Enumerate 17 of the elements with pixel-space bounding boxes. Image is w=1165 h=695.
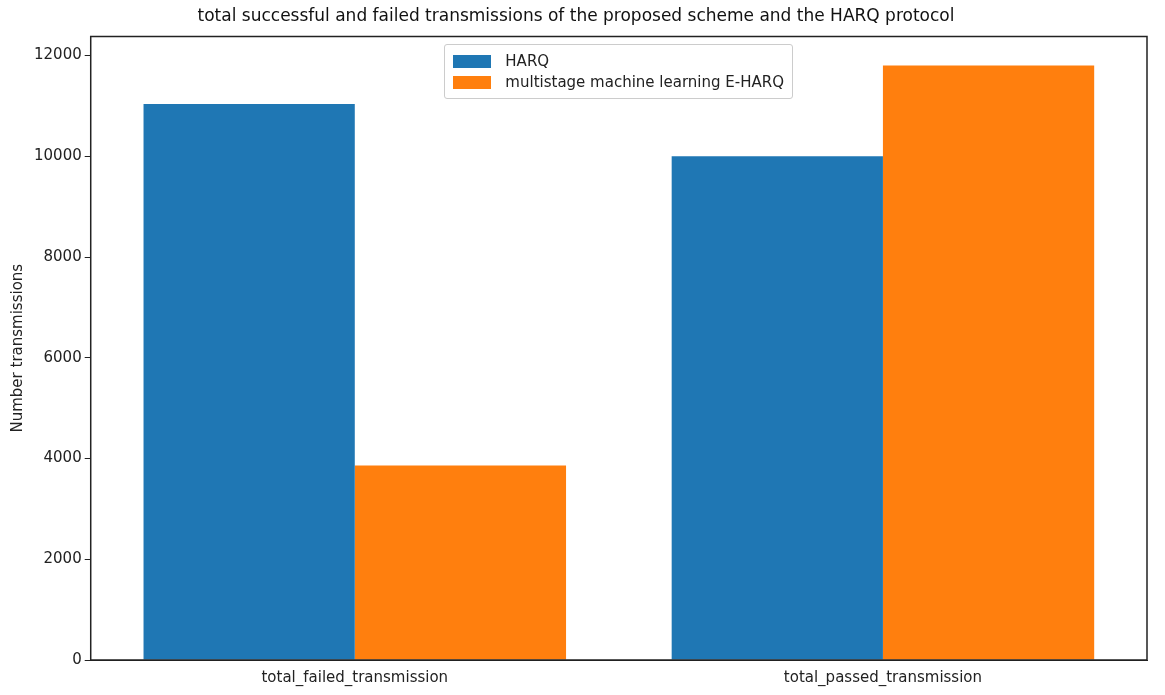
y-tick-label: 10000	[34, 146, 82, 165]
bar	[143, 103, 355, 660]
bar	[671, 156, 883, 660]
chart-title: total successful and failed transmissions of the proposed scheme and the HARQ protocol	[197, 4, 955, 25]
y-tick-label: 12000	[34, 45, 82, 64]
bar	[354, 465, 567, 660]
y-tick-label: 2000	[43, 549, 82, 568]
y-tick-label: 6000	[43, 347, 82, 366]
x-tick-label: total_failed_transmission	[261, 667, 449, 687]
y-tick-label: 0	[72, 649, 82, 668]
bar	[882, 65, 1095, 660]
x-tick-label: total_passed_transmission	[783, 667, 983, 687]
y-axis-title: Number transmissions	[7, 263, 26, 433]
legend-label: HARQ	[505, 52, 550, 71]
legend-label: multistage machine learning E-HARQ	[505, 73, 784, 92]
y-tick-label: 4000	[43, 448, 82, 467]
y-tick-label: 8000	[43, 246, 82, 265]
